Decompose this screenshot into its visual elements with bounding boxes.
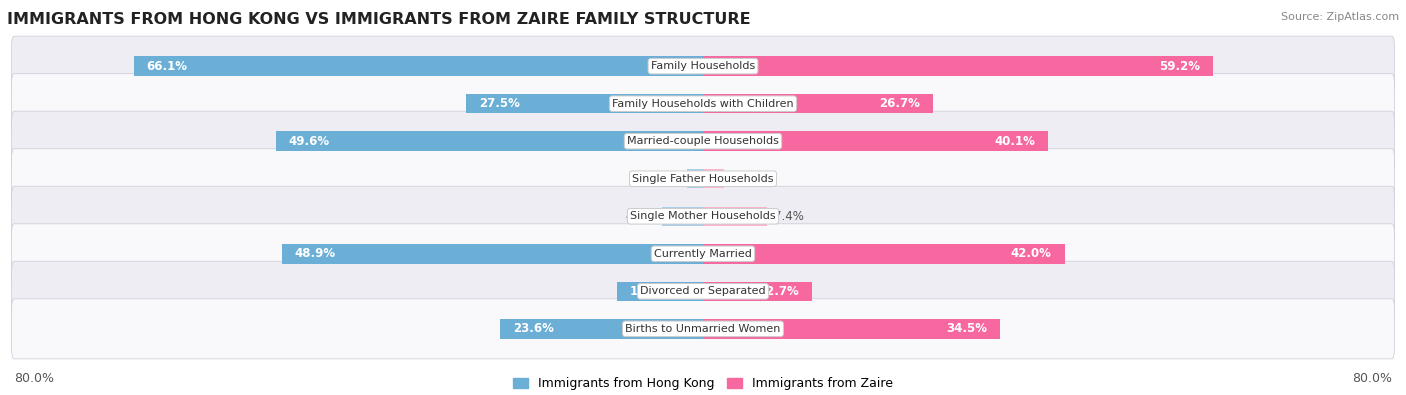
Text: 27.5%: 27.5% bbox=[479, 97, 520, 110]
Bar bbox=[703, 244, 1064, 263]
Bar bbox=[276, 132, 703, 151]
Bar bbox=[134, 56, 703, 76]
Text: 59.2%: 59.2% bbox=[1159, 60, 1199, 73]
Text: Family Households with Children: Family Households with Children bbox=[612, 99, 794, 109]
Text: 12.7%: 12.7% bbox=[759, 285, 800, 298]
Bar bbox=[281, 244, 703, 263]
FancyBboxPatch shape bbox=[11, 111, 1395, 171]
Bar bbox=[467, 94, 703, 113]
Text: Source: ZipAtlas.com: Source: ZipAtlas.com bbox=[1281, 12, 1399, 22]
Text: 10.0%: 10.0% bbox=[630, 285, 671, 298]
Bar bbox=[617, 282, 703, 301]
FancyBboxPatch shape bbox=[11, 299, 1395, 359]
Text: 4.8%: 4.8% bbox=[626, 210, 655, 223]
Text: 48.9%: 48.9% bbox=[295, 247, 336, 260]
Text: 7.4%: 7.4% bbox=[773, 210, 803, 223]
Text: Single Mother Households: Single Mother Households bbox=[630, 211, 776, 221]
Text: 1.8%: 1.8% bbox=[651, 172, 681, 185]
Text: 49.6%: 49.6% bbox=[288, 135, 330, 148]
FancyBboxPatch shape bbox=[11, 36, 1395, 96]
Text: 80.0%: 80.0% bbox=[1353, 372, 1392, 385]
Text: 23.6%: 23.6% bbox=[513, 322, 554, 335]
FancyBboxPatch shape bbox=[11, 73, 1395, 134]
Bar bbox=[703, 319, 1000, 339]
Text: Divorced or Separated: Divorced or Separated bbox=[640, 286, 766, 296]
Text: Births to Unmarried Women: Births to Unmarried Women bbox=[626, 324, 780, 334]
Text: Married-couple Households: Married-couple Households bbox=[627, 136, 779, 146]
Text: 2.4%: 2.4% bbox=[731, 172, 761, 185]
FancyBboxPatch shape bbox=[11, 261, 1395, 322]
Legend: Immigrants from Hong Kong, Immigrants from Zaire: Immigrants from Hong Kong, Immigrants fr… bbox=[508, 372, 898, 395]
Bar bbox=[703, 169, 724, 188]
Text: Single Father Households: Single Father Households bbox=[633, 174, 773, 184]
Bar bbox=[703, 207, 766, 226]
Text: 66.1%: 66.1% bbox=[146, 60, 187, 73]
Bar bbox=[703, 132, 1049, 151]
FancyBboxPatch shape bbox=[11, 186, 1395, 246]
Text: Family Households: Family Households bbox=[651, 61, 755, 71]
Bar bbox=[662, 207, 703, 226]
Text: 80.0%: 80.0% bbox=[14, 372, 53, 385]
Text: 26.7%: 26.7% bbox=[879, 97, 920, 110]
Bar bbox=[499, 319, 703, 339]
Bar bbox=[688, 169, 703, 188]
Bar bbox=[703, 56, 1213, 76]
Text: 40.1%: 40.1% bbox=[994, 135, 1035, 148]
FancyBboxPatch shape bbox=[11, 224, 1395, 284]
Text: Currently Married: Currently Married bbox=[654, 249, 752, 259]
Text: 34.5%: 34.5% bbox=[946, 322, 987, 335]
Bar bbox=[703, 94, 934, 113]
Text: IMMIGRANTS FROM HONG KONG VS IMMIGRANTS FROM ZAIRE FAMILY STRUCTURE: IMMIGRANTS FROM HONG KONG VS IMMIGRANTS … bbox=[7, 12, 751, 27]
Text: 42.0%: 42.0% bbox=[1011, 247, 1052, 260]
FancyBboxPatch shape bbox=[11, 149, 1395, 209]
Bar bbox=[703, 282, 813, 301]
